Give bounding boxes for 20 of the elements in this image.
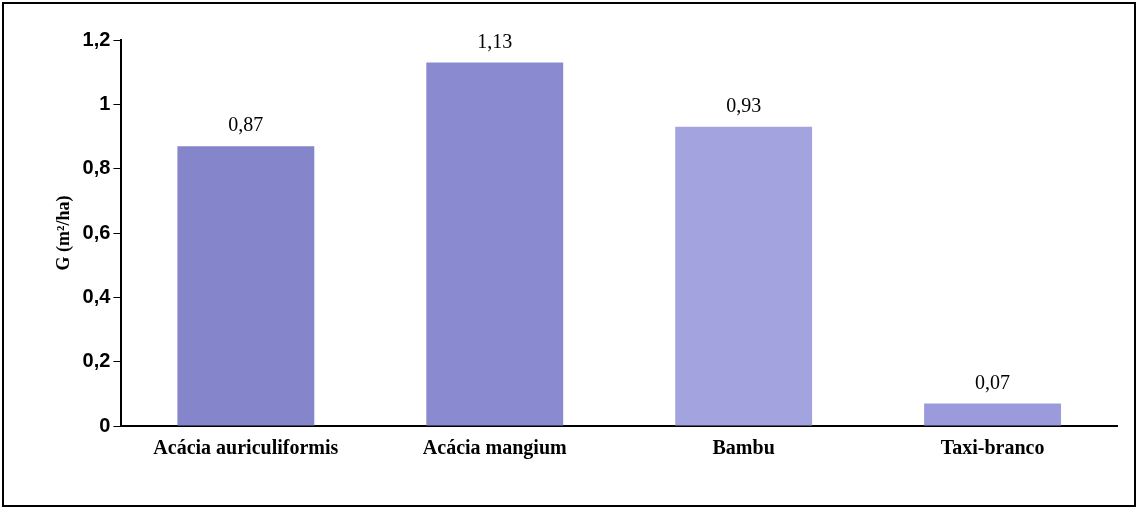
bar [426,62,564,426]
y-tick-label: 0,4 [82,284,112,307]
x-tick-label: Acácia mangium [422,436,568,460]
y-tick-label: 0,2 [82,349,111,372]
bar [177,146,315,426]
data-label: 0,93 [726,94,762,117]
bar [924,403,1061,426]
y-tick-label: 0,6 [82,220,111,243]
bar [675,126,813,426]
data-label: 0,07 [975,370,1011,393]
data-label: 1,13 [477,29,513,52]
x-tick-label: Acácia auriculiformis [153,436,339,459]
data-label: 0,87 [228,113,264,136]
y-tick-label: 0,8 [82,156,111,179]
y-tick-label: 1,2 [82,27,111,50]
y-tick-label: 1 [99,91,111,114]
x-tick-label: Taxi-branco [940,436,1045,459]
y-tick-label: 0 [99,413,111,436]
x-tick-label: Bambu [712,436,775,459]
y-axis-title: G (m²/ha) [53,195,75,271]
